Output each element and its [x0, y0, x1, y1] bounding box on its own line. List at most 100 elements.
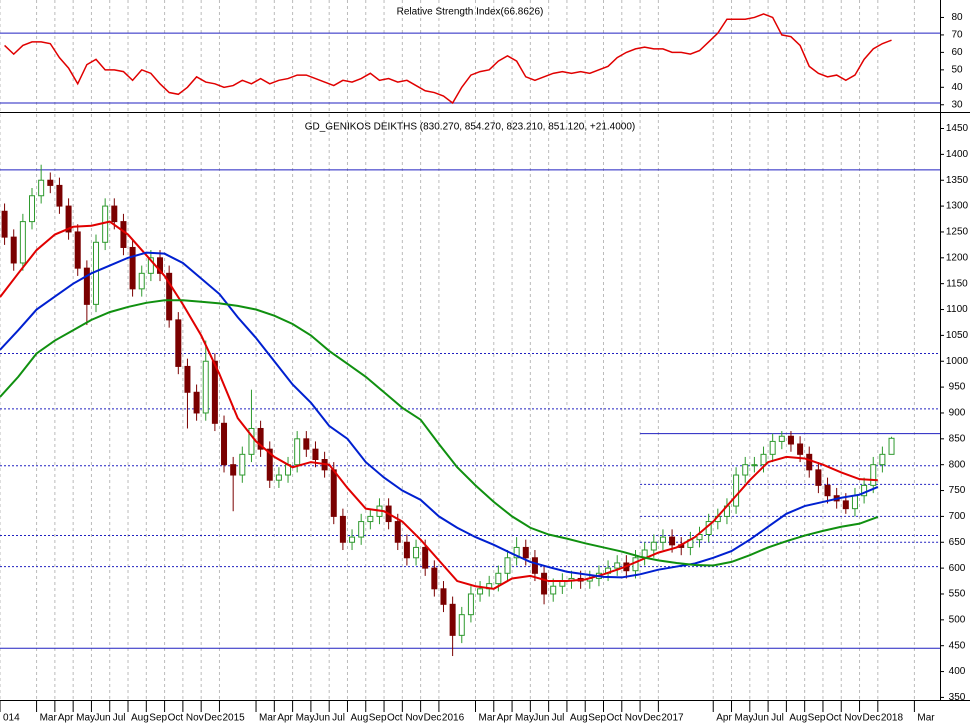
x-tick-label: Jul: [113, 713, 126, 724]
moving-average: [0, 220, 878, 590]
y-tick-label: 750: [949, 485, 966, 496]
candle-body: [851, 495, 858, 510]
candle-body: [504, 557, 511, 574]
x-tick-label: Oct: [607, 713, 623, 724]
x-tick-label: 2018: [881, 713, 904, 724]
x-tick-label: Aug: [570, 713, 588, 724]
candle-body: [797, 443, 804, 455]
candle-body: [74, 231, 81, 269]
x-tick-label: Oct: [826, 713, 842, 724]
candle-body: [47, 179, 54, 186]
x-tick-label: Jun: [533, 713, 549, 724]
candle-body: [211, 360, 218, 424]
candle-body: [467, 593, 474, 616]
candle-body: [239, 453, 246, 476]
candle-body: [193, 391, 200, 414]
x-tick-label: 2015: [222, 713, 245, 724]
x-tick-label: Aug: [131, 713, 149, 724]
candle-body: [120, 221, 127, 248]
rsi-title: Relative Strength Index(66.8626): [397, 7, 544, 18]
candle-body: [157, 257, 164, 274]
candle-body: [358, 521, 365, 538]
candle-body: [184, 365, 191, 393]
y-tick-label: 800: [949, 459, 966, 470]
candle-body: [495, 572, 502, 585]
candle-body: [477, 588, 484, 595]
candle-body: [38, 179, 45, 197]
y-tick-label: 1400: [946, 149, 969, 160]
candle-body: [669, 536, 676, 546]
x-tick-label: Dec: [204, 713, 222, 724]
candle-body: [888, 437, 895, 455]
chart-title: GD_GENIKOS DEIKTHS (830.270, 854.270, 82…: [305, 122, 636, 133]
x-tick-label: Dec: [643, 713, 661, 724]
y-tick-label: 1050: [946, 330, 969, 341]
candle-body: [221, 422, 228, 466]
candle-body: [522, 546, 529, 559]
x-tick-label: Dec: [424, 713, 442, 724]
candle-body: [129, 246, 136, 290]
rsi-y-tick-label: 50: [951, 64, 963, 75]
candle-body: [147, 257, 154, 274]
x-tick-label: Mar: [917, 713, 935, 724]
candle-body: [367, 515, 374, 523]
candle-body: [312, 448, 319, 461]
x-tick-label: Jul: [771, 713, 784, 724]
candle-body: [93, 241, 100, 305]
candle-body: [778, 435, 785, 442]
y-tick-label: 400: [949, 666, 966, 677]
candle-body: [413, 546, 420, 559]
y-tick-label: 500: [949, 614, 966, 625]
candle-body: [787, 435, 794, 445]
candle-body: [861, 484, 868, 497]
x-tick-label: Jul: [332, 713, 345, 724]
rsi-y-tick-label: 60: [951, 47, 963, 58]
candle-body: [138, 272, 145, 290]
candle-body: [29, 195, 36, 223]
candle-body: [257, 427, 264, 450]
x-tick-label: Apr: [58, 713, 74, 724]
candle-body: [83, 267, 90, 305]
x-tick-label: Nov: [625, 713, 643, 724]
moving-average: [0, 251, 879, 579]
x-tick-label: Jul: [552, 713, 565, 724]
x-tick-label: Aug: [350, 713, 368, 724]
x-tick-label: 2017: [661, 713, 684, 724]
candle-body: [422, 546, 429, 569]
candle-body: [19, 221, 26, 264]
moving-average: [0, 299, 879, 567]
x-tick-label: Jun: [94, 713, 110, 724]
candle-body: [659, 536, 666, 543]
candle-body: [294, 438, 301, 466]
candle-body: [751, 464, 758, 467]
y-tick-label: 650: [949, 537, 966, 548]
candle-body: [56, 184, 63, 207]
candle-body: [349, 536, 356, 543]
y-tick-label: 1200: [946, 252, 969, 263]
candle-body: [403, 541, 410, 559]
x-tick-label: 014: [3, 713, 20, 724]
candle-body: [458, 614, 465, 636]
candle-body: [733, 474, 740, 507]
candle-body: [815, 469, 822, 486]
candle-body: [449, 603, 456, 636]
candle-body: [842, 500, 849, 510]
candle-body: [166, 272, 173, 321]
candle-body: [339, 515, 346, 543]
rsi-y-tick-label: 40: [951, 82, 963, 93]
candle-body: [632, 557, 639, 572]
candle-body: [330, 469, 337, 517]
candle-body: [10, 236, 17, 264]
candle-body: [614, 562, 621, 569]
candle-body: [111, 205, 118, 223]
candle-body: [65, 205, 72, 233]
candle-body: [431, 567, 438, 590]
candle-body: [769, 440, 776, 455]
candle-body: [230, 464, 237, 476]
x-tick-label: Dec: [863, 713, 881, 724]
y-tick-label: 1300: [946, 201, 969, 212]
candle-body: [248, 427, 255, 455]
candle-body: [394, 521, 401, 543]
